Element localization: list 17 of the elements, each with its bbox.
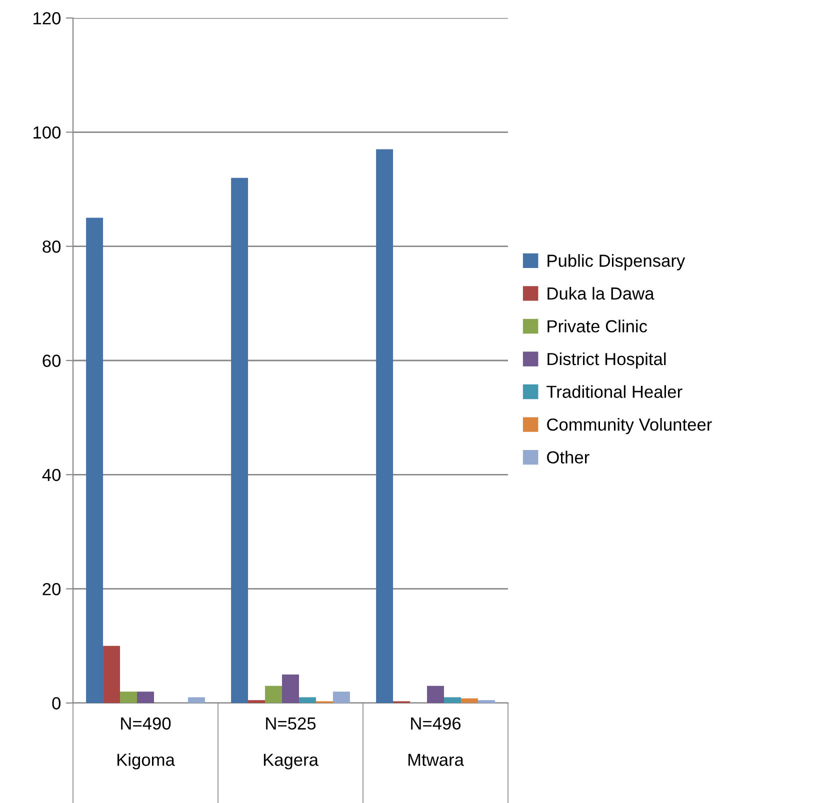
y-tick-label: 100 [34, 126, 61, 139]
y-tick-label: 0 [52, 697, 61, 710]
legend-label: District Hospital [548, 352, 666, 369]
category-label: N=525 Kagera [264, 717, 318, 770]
legend-label: Traditional Healer [546, 385, 682, 398]
legend-label: Community Volunteer [547, 418, 712, 434]
y-tick-label: 60 [42, 354, 61, 367]
legend-label: Other [547, 450, 590, 464]
legend-label: Public Dispensary [548, 254, 686, 270]
legend-label: Duka la Dawa [548, 286, 654, 300]
y-tick-label: 20 [42, 583, 61, 596]
y-tick-label: 80 [42, 240, 61, 253]
legend-label: Private Clinic [548, 320, 648, 332]
y-tick-label: 120 [34, 12, 61, 24]
category-label: N=490 Kigoma [117, 717, 175, 770]
y-tick-label: 40 [42, 468, 61, 482]
category-label: N=496 Mtwara [408, 717, 464, 766]
